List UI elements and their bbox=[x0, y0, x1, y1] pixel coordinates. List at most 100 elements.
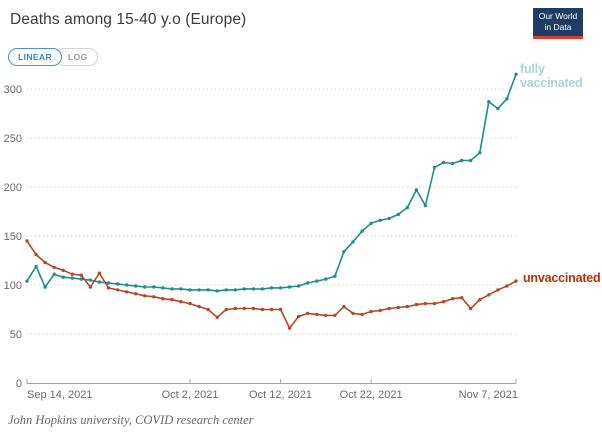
y-axis-tick-label: 300 bbox=[4, 84, 22, 96]
data-point-fully-vaccinated bbox=[297, 284, 301, 288]
data-point-fully-vaccinated bbox=[52, 272, 56, 276]
data-point-fully-vaccinated bbox=[496, 106, 500, 111]
data-point-unvaccinated bbox=[396, 305, 400, 310]
data-point-unvaccinated bbox=[297, 314, 301, 319]
data-point-unvaccinated bbox=[251, 306, 256, 311]
data-point-unvaccinated bbox=[52, 265, 56, 270]
data-point-fully-vaccinated bbox=[97, 280, 102, 284]
data-point-unvaccinated bbox=[333, 313, 337, 318]
data-point-unvaccinated bbox=[152, 295, 156, 299]
data-point-unvaccinated bbox=[143, 294, 147, 298]
data-point-unvaccinated bbox=[469, 306, 473, 311]
data-point-fully-vaccinated bbox=[224, 288, 228, 292]
data-point-unvaccinated bbox=[278, 307, 283, 312]
data-point-fully-vaccinated bbox=[514, 72, 518, 77]
series-label-fully-vaccinated: fully vaccinated bbox=[520, 62, 583, 90]
data-point-unvaccinated bbox=[134, 292, 138, 296]
series-line-fully-vaccinated bbox=[26, 73, 517, 292]
data-point-unvaccinated bbox=[88, 285, 93, 289]
y-axis-tick-label: 250 bbox=[4, 133, 22, 145]
data-point-fully-vaccinated bbox=[351, 240, 355, 244]
data-point-fully-vaccinated bbox=[269, 286, 274, 290]
data-point-unvaccinated bbox=[324, 313, 328, 318]
data-point-unvaccinated bbox=[387, 306, 391, 311]
data-point-fully-vaccinated bbox=[405, 205, 409, 210]
data-point-fully-vaccinated bbox=[432, 165, 437, 170]
data-point-unvaccinated bbox=[432, 301, 437, 306]
data-point-unvaccinated bbox=[269, 307, 274, 312]
data-point-unvaccinated bbox=[441, 300, 446, 304]
data-point-unvaccinated bbox=[25, 239, 29, 243]
data-point-fully-vaccinated bbox=[387, 216, 391, 221]
linear-scale-button[interactable]: LINEAR bbox=[8, 48, 63, 66]
x-axis-tick-label: Oct 22, 2021 bbox=[340, 389, 403, 401]
data-point-unvaccinated bbox=[43, 260, 47, 265]
data-point-fully-vaccinated bbox=[414, 188, 419, 192]
data-point-fully-vaccinated bbox=[79, 277, 84, 281]
data-point-fully-vaccinated bbox=[469, 158, 473, 163]
data-point-unvaccinated bbox=[124, 290, 129, 294]
data-point-fully-vaccinated bbox=[260, 287, 265, 291]
y-axis-tick-label: 50 bbox=[10, 329, 22, 341]
data-point-fully-vaccinated bbox=[378, 218, 382, 222]
data-point-fully-vaccinated bbox=[61, 275, 65, 279]
data-point-fully-vaccinated bbox=[505, 97, 509, 101]
source-note: John Hopkins university, COVID research … bbox=[8, 413, 254, 427]
x-axis-tick-label: Sep 14, 2021 bbox=[27, 389, 92, 401]
data-point-fully-vaccinated bbox=[487, 100, 491, 104]
data-point-unvaccinated bbox=[215, 315, 219, 319]
data-point-unvaccinated bbox=[233, 306, 237, 311]
data-point-unvaccinated bbox=[106, 286, 111, 290]
data-point-fully-vaccinated bbox=[124, 283, 129, 287]
y-axis-tick-label: 100 bbox=[4, 280, 22, 292]
data-point-fully-vaccinated bbox=[206, 288, 210, 292]
data-point-unvaccinated bbox=[242, 306, 246, 311]
data-point-unvaccinated bbox=[414, 302, 419, 307]
data-point-unvaccinated bbox=[450, 297, 455, 301]
data-point-unvaccinated bbox=[224, 307, 228, 312]
data-point-fully-vaccinated bbox=[315, 279, 319, 283]
data-point-unvaccinated bbox=[188, 301, 192, 306]
owid-logo-badge[interactable]: Our World in Data bbox=[533, 8, 583, 39]
data-point-unvaccinated bbox=[97, 271, 102, 275]
data-point-unvaccinated bbox=[315, 312, 319, 317]
data-point-fully-vaccinated bbox=[369, 221, 373, 225]
data-point-fully-vaccinated bbox=[143, 285, 147, 289]
data-point-unvaccinated bbox=[342, 304, 346, 309]
x-axis-tick-label: Oct 12, 2021 bbox=[249, 389, 312, 401]
data-point-fully-vaccinated bbox=[460, 158, 464, 163]
data-point-fully-vaccinated bbox=[450, 161, 455, 166]
data-point-unvaccinated bbox=[206, 307, 210, 312]
data-point-unvaccinated bbox=[197, 304, 201, 309]
data-point-fully-vaccinated bbox=[287, 285, 292, 289]
data-point-unvaccinated bbox=[70, 272, 75, 276]
data-point-unvaccinated bbox=[115, 288, 120, 292]
data-point-fully-vaccinated bbox=[441, 160, 446, 165]
data-point-unvaccinated bbox=[460, 296, 464, 300]
y-axis-tick-label: 150 bbox=[4, 231, 22, 243]
data-point-fully-vaccinated bbox=[179, 287, 183, 291]
data-point-fully-vaccinated bbox=[333, 274, 337, 278]
data-point-fully-vaccinated bbox=[251, 287, 256, 291]
data-point-fully-vaccinated bbox=[215, 289, 219, 293]
data-point-fully-vaccinated bbox=[88, 278, 93, 282]
data-point-fully-vaccinated bbox=[306, 281, 310, 285]
data-point-fully-vaccinated bbox=[278, 286, 283, 290]
data-point-fully-vaccinated bbox=[242, 287, 246, 291]
data-point-fully-vaccinated bbox=[423, 203, 428, 208]
data-point-fully-vaccinated bbox=[106, 281, 111, 285]
data-point-fully-vaccinated bbox=[25, 279, 29, 283]
data-point-fully-vaccinated bbox=[188, 288, 192, 292]
data-point-fully-vaccinated bbox=[324, 277, 328, 281]
data-point-fully-vaccinated bbox=[152, 285, 156, 289]
data-point-unvaccinated bbox=[161, 297, 165, 301]
data-point-fully-vaccinated bbox=[360, 229, 364, 233]
series-label-unvaccinated: unvaccinated bbox=[523, 271, 601, 285]
data-point-unvaccinated bbox=[405, 304, 409, 309]
x-axis-tick-label: Nov 7, 2021 bbox=[459, 389, 518, 401]
scale-toggle: LINEAR LOG bbox=[8, 48, 98, 66]
data-point-fully-vaccinated bbox=[134, 284, 138, 288]
data-point-unvaccinated bbox=[306, 311, 310, 316]
